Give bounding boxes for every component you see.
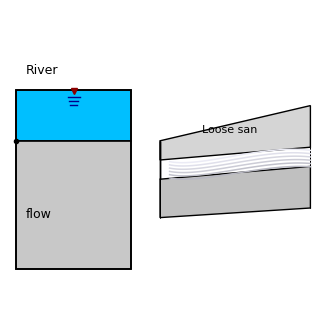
Polygon shape — [16, 141, 131, 269]
Polygon shape — [160, 166, 310, 218]
Text: River: River — [26, 64, 58, 77]
Polygon shape — [16, 90, 131, 141]
Polygon shape — [160, 106, 310, 160]
Text: flow: flow — [26, 208, 52, 221]
Bar — [16, 90, 131, 269]
Text: Loose san: Loose san — [202, 124, 257, 135]
